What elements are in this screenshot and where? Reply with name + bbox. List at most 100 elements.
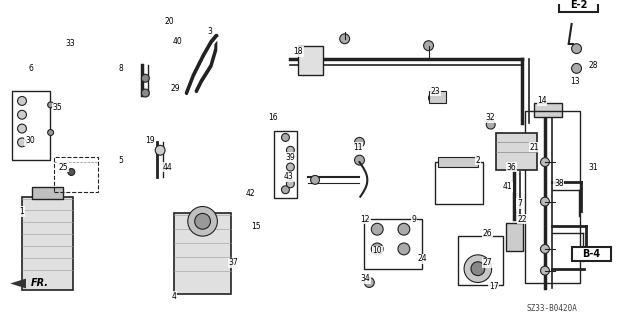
Circle shape bbox=[47, 130, 54, 136]
Text: 39: 39 bbox=[285, 153, 295, 162]
Circle shape bbox=[355, 137, 364, 147]
Circle shape bbox=[141, 89, 149, 97]
Text: 18: 18 bbox=[294, 47, 303, 56]
Circle shape bbox=[340, 34, 349, 44]
Circle shape bbox=[68, 168, 75, 175]
Circle shape bbox=[541, 197, 549, 206]
Text: 28: 28 bbox=[589, 61, 598, 70]
Circle shape bbox=[572, 44, 582, 54]
Bar bbox=[32, 187, 63, 199]
Circle shape bbox=[541, 244, 549, 253]
Circle shape bbox=[287, 180, 294, 188]
Text: 29: 29 bbox=[170, 84, 180, 93]
Text: 33: 33 bbox=[65, 39, 76, 48]
Text: 24: 24 bbox=[418, 254, 428, 263]
Text: 4: 4 bbox=[172, 292, 177, 301]
Text: 20: 20 bbox=[164, 18, 174, 26]
Circle shape bbox=[195, 213, 211, 229]
Text: 42: 42 bbox=[246, 189, 256, 198]
Text: 26: 26 bbox=[483, 229, 493, 238]
Circle shape bbox=[464, 255, 492, 283]
Text: 14: 14 bbox=[537, 96, 547, 106]
Polygon shape bbox=[10, 278, 26, 288]
Text: 10: 10 bbox=[372, 246, 382, 256]
Text: FR.: FR. bbox=[31, 278, 49, 288]
Bar bbox=[364, 219, 422, 269]
Circle shape bbox=[541, 158, 549, 167]
Text: E-2: E-2 bbox=[570, 0, 588, 10]
Bar bbox=[12, 91, 50, 160]
Bar bbox=[559, 0, 598, 12]
Text: 37: 37 bbox=[228, 258, 238, 267]
Text: 15: 15 bbox=[251, 222, 260, 231]
Text: 11: 11 bbox=[353, 143, 362, 152]
Bar bbox=[54, 157, 98, 192]
Text: 5: 5 bbox=[118, 156, 123, 165]
Text: 21: 21 bbox=[529, 143, 539, 152]
Text: 43: 43 bbox=[284, 172, 293, 182]
Text: 31: 31 bbox=[589, 163, 598, 172]
Bar bbox=[534, 103, 562, 117]
Circle shape bbox=[287, 146, 294, 154]
Bar bbox=[274, 130, 298, 198]
Text: 36: 36 bbox=[506, 163, 516, 172]
Circle shape bbox=[572, 63, 582, 73]
Circle shape bbox=[156, 145, 165, 155]
Text: 2: 2 bbox=[476, 156, 480, 165]
Text: 19: 19 bbox=[145, 136, 155, 145]
Text: 25: 25 bbox=[59, 163, 68, 172]
Bar bbox=[506, 223, 524, 251]
Text: 17: 17 bbox=[489, 282, 499, 291]
Circle shape bbox=[17, 110, 26, 119]
Text: 6: 6 bbox=[28, 64, 33, 73]
Circle shape bbox=[398, 243, 410, 255]
Circle shape bbox=[282, 186, 289, 194]
Bar bbox=[495, 132, 537, 170]
Bar bbox=[298, 46, 323, 75]
Bar bbox=[429, 91, 446, 103]
Circle shape bbox=[310, 175, 319, 184]
Text: 12: 12 bbox=[361, 215, 370, 224]
Text: 34: 34 bbox=[360, 274, 371, 283]
Circle shape bbox=[141, 74, 149, 82]
Text: 35: 35 bbox=[52, 103, 63, 112]
Text: 16: 16 bbox=[268, 113, 278, 122]
Text: 30: 30 bbox=[25, 136, 35, 145]
Text: 32: 32 bbox=[486, 113, 495, 122]
Circle shape bbox=[371, 223, 383, 235]
Text: 22: 22 bbox=[518, 215, 527, 224]
Circle shape bbox=[355, 155, 364, 165]
Bar bbox=[525, 111, 579, 284]
Circle shape bbox=[398, 223, 410, 235]
Text: 9: 9 bbox=[412, 215, 416, 224]
Circle shape bbox=[371, 243, 383, 255]
Text: 7: 7 bbox=[517, 199, 522, 208]
Text: 23: 23 bbox=[431, 86, 440, 96]
Text: 40: 40 bbox=[173, 37, 183, 46]
Text: 1: 1 bbox=[20, 207, 24, 216]
Circle shape bbox=[486, 120, 495, 129]
Text: 3: 3 bbox=[207, 27, 212, 36]
Text: SZ33-B0420A: SZ33-B0420A bbox=[527, 304, 577, 313]
Circle shape bbox=[471, 262, 484, 276]
Text: 8: 8 bbox=[118, 64, 123, 73]
Text: 41: 41 bbox=[502, 182, 512, 191]
Text: 38: 38 bbox=[554, 179, 564, 188]
Bar bbox=[438, 157, 478, 167]
Bar bbox=[435, 162, 483, 204]
Circle shape bbox=[17, 138, 26, 147]
Text: B-4: B-4 bbox=[582, 249, 600, 259]
Circle shape bbox=[17, 124, 26, 133]
Text: 13: 13 bbox=[570, 77, 579, 86]
Bar bbox=[22, 197, 74, 290]
Text: 27: 27 bbox=[483, 258, 493, 267]
Bar bbox=[572, 247, 611, 261]
Circle shape bbox=[17, 96, 26, 105]
Text: 44: 44 bbox=[162, 163, 172, 172]
Circle shape bbox=[429, 93, 438, 103]
Circle shape bbox=[424, 41, 433, 51]
Bar bbox=[174, 213, 231, 294]
Circle shape bbox=[364, 278, 374, 287]
Circle shape bbox=[287, 163, 294, 171]
Circle shape bbox=[282, 133, 289, 141]
